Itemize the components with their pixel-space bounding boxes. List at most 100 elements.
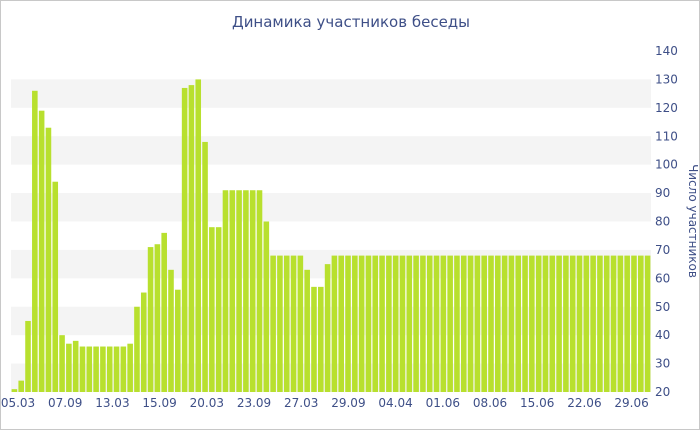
bar — [181, 87, 188, 392]
x-tick-label: 05.03 — [1, 396, 35, 410]
bar — [161, 232, 167, 392]
x-tick-label: 20.03 — [190, 396, 224, 410]
bar — [433, 255, 440, 392]
x-tick-label: 01.06 — [426, 396, 460, 410]
bar — [79, 346, 86, 392]
x-tick-label: 23.09 — [237, 396, 271, 410]
x-tick-label: 04.04 — [378, 396, 412, 410]
bar — [154, 244, 161, 392]
bar — [318, 286, 324, 392]
bar — [11, 389, 18, 392]
bar — [474, 255, 481, 392]
bar — [406, 255, 413, 392]
bar — [522, 255, 528, 392]
bar — [420, 255, 426, 392]
grid-band — [11, 136, 651, 165]
bar — [576, 255, 583, 392]
bar — [277, 255, 283, 392]
bar — [501, 255, 508, 392]
bar — [338, 255, 344, 392]
bar — [38, 110, 45, 393]
bar — [358, 255, 365, 392]
bar — [617, 255, 624, 392]
y-tick-label: 20 — [655, 385, 670, 399]
bar — [460, 255, 467, 392]
bar — [86, 346, 93, 392]
bar — [508, 255, 515, 392]
y-tick-label: 90 — [655, 186, 670, 200]
x-tick-label: 15.09 — [142, 396, 176, 410]
bar — [529, 255, 535, 392]
bar — [345, 255, 351, 392]
bar — [603, 255, 610, 392]
y-axis-label: Число участников — [686, 164, 699, 278]
bar — [597, 255, 603, 392]
bar — [440, 255, 447, 392]
bar — [638, 255, 644, 392]
bar — [631, 255, 637, 392]
y-tick-label: 70 — [655, 243, 670, 257]
bar — [549, 255, 556, 392]
bar — [535, 255, 542, 392]
bar — [229, 190, 236, 392]
bar — [45, 127, 52, 392]
bar — [515, 255, 522, 392]
x-tick-label: 22.06 — [567, 396, 601, 410]
bar — [311, 286, 317, 392]
bar — [413, 255, 419, 392]
bar — [488, 255, 494, 392]
bar — [175, 289, 181, 392]
bar — [249, 190, 256, 392]
x-tick-labels: 05.03 07.09 13.03 15.09 20.03 23.09 27.03 29.09… — [1, 396, 649, 410]
bar — [66, 343, 72, 392]
bar — [352, 255, 358, 392]
x-tick-label: 27.03 — [284, 396, 318, 410]
bar — [399, 255, 406, 392]
x-tick-label: 07.09 — [48, 396, 82, 410]
bar — [304, 269, 310, 392]
grid-band — [11, 193, 651, 222]
bar — [25, 320, 31, 392]
bar — [563, 255, 569, 392]
x-tick-label: 08.06 — [473, 396, 507, 410]
bar — [18, 380, 24, 392]
bar — [120, 346, 127, 392]
bar — [331, 255, 338, 392]
y-tick-label: 100 — [655, 158, 678, 172]
bar — [386, 255, 392, 392]
x-tick-label: 13.03 — [95, 396, 129, 410]
bar — [365, 255, 372, 392]
bar — [610, 255, 617, 392]
bar — [243, 190, 249, 392]
bar — [447, 255, 453, 392]
bar — [134, 306, 140, 392]
bar — [297, 255, 304, 392]
bar — [644, 255, 651, 392]
bar — [290, 255, 297, 392]
chart-title: Динамика участников беседы — [231, 13, 471, 31]
y-tick-label: 110 — [655, 129, 678, 143]
bar — [106, 346, 113, 392]
bar — [188, 85, 195, 392]
bar — [59, 335, 65, 392]
bar — [542, 255, 549, 392]
y-tick-label: 50 — [655, 300, 670, 314]
y-tick-label: 130 — [655, 72, 678, 86]
y-tick-label: 30 — [655, 357, 670, 371]
bar — [454, 255, 460, 392]
bar — [372, 255, 379, 392]
bar — [283, 255, 290, 392]
bar — [100, 346, 106, 392]
bar — [52, 181, 59, 392]
x-tick-label: 29.09 — [331, 396, 365, 410]
bar — [209, 227, 215, 392]
y-tick-label: 40 — [655, 328, 670, 342]
bar — [270, 255, 276, 392]
bar — [569, 255, 576, 392]
y-tick-label: 80 — [655, 215, 670, 229]
bar — [426, 255, 433, 392]
bar — [215, 227, 222, 392]
grid-band — [11, 79, 651, 108]
